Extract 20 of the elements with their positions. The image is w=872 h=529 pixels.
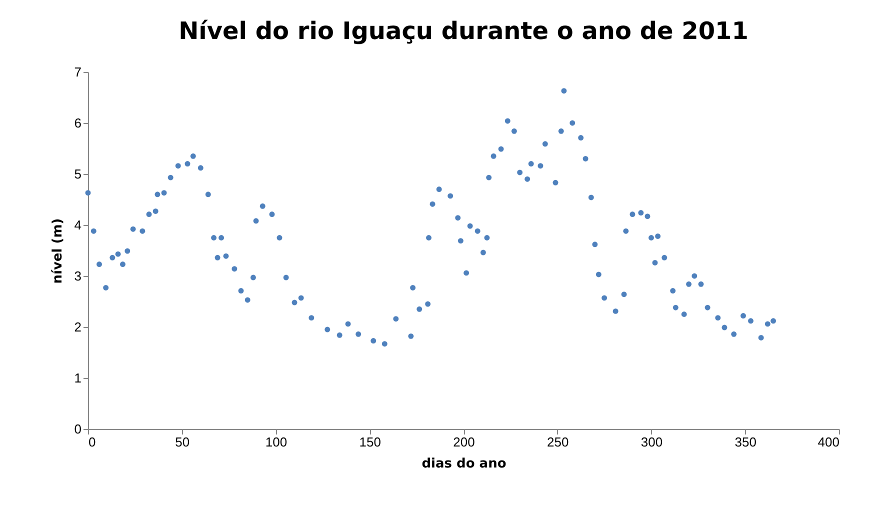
- y-tick-label: 0: [74, 422, 82, 436]
- y-tick-label: 4: [74, 218, 82, 232]
- x-tick-label: 0: [88, 434, 96, 450]
- y-tick-label: 5: [74, 166, 82, 182]
- x-tick-label: 150: [359, 434, 381, 450]
- x-tick-label: 250: [547, 434, 569, 450]
- y-tick-label: 1: [74, 370, 82, 386]
- chart-title: Nível do rio Iguaçu durante o ano de 2011: [178, 17, 748, 45]
- y-tick-label: 3: [74, 268, 82, 284]
- y-tick-label: 6: [74, 116, 82, 130]
- x-tick-label: 50: [175, 434, 190, 450]
- x-tick-label: 100: [265, 434, 288, 450]
- x-tick-label: 200: [453, 434, 475, 450]
- y-axis-title: nível (m): [50, 218, 66, 284]
- y-tick-label: 7: [74, 64, 82, 80]
- y-tick-label: 2: [74, 320, 82, 334]
- x-axis-title: dias do ano: [422, 456, 506, 472]
- x-tick-label: 350: [734, 434, 756, 450]
- x-tick-label: 400: [818, 434, 840, 450]
- x-tick-label: 300: [640, 434, 663, 450]
